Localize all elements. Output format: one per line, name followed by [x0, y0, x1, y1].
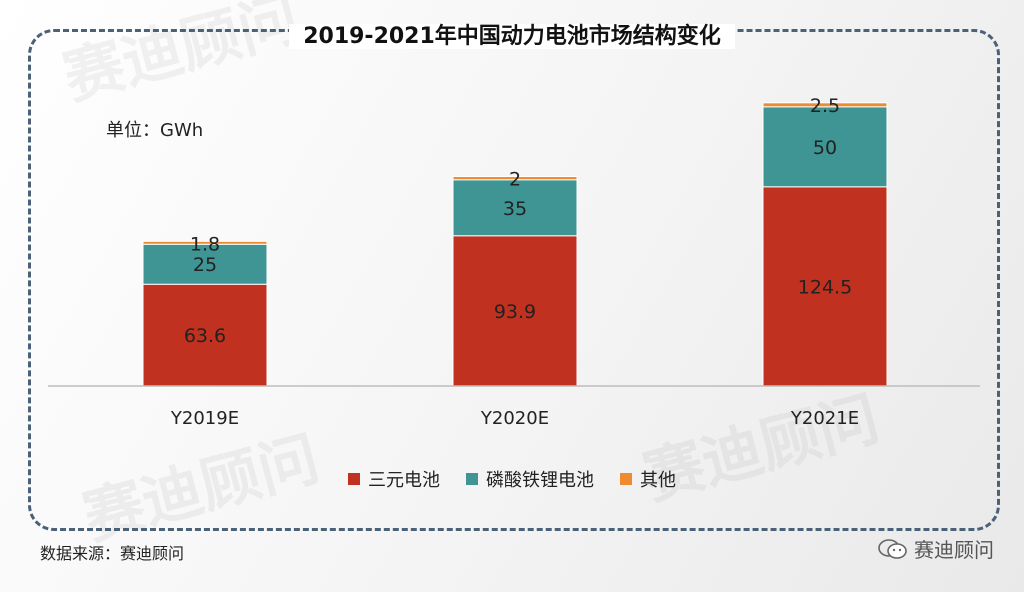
- unit-label: 单位：GWh: [106, 120, 204, 141]
- data-label: 50: [813, 137, 837, 159]
- logo-text: 赛迪顾问: [914, 538, 994, 562]
- legend-item: 其他: [620, 466, 676, 492]
- data-label: 2.5: [810, 95, 840, 117]
- legend-label: 其他: [640, 470, 676, 491]
- legend-item: 三元电池: [348, 466, 440, 492]
- category-label: Y2019E: [170, 408, 239, 429]
- data-label: 63.6: [184, 325, 226, 347]
- legend-label: 磷酸铁锂电池: [486, 470, 594, 491]
- data-source: 数据来源：赛迪顾问: [40, 544, 185, 563]
- legend-swatch: [466, 473, 478, 485]
- data-label: 93.9: [494, 301, 536, 323]
- logo: 赛迪顾问: [878, 534, 994, 563]
- data-label: 124.5: [798, 276, 852, 298]
- category-label: Y2020E: [480, 408, 549, 429]
- bar-segment: [762, 102, 888, 108]
- bar-segment: [762, 106, 888, 188]
- legend-label: 三元电池: [368, 470, 440, 491]
- data-label: 2: [509, 169, 521, 191]
- data-label: 35: [503, 198, 527, 220]
- legend-swatch: [348, 473, 360, 485]
- chart-title-text: 2019-2021年中国动力电池市场结构变化: [289, 24, 735, 49]
- bar-segment: [142, 283, 268, 387]
- legend-swatch: [620, 473, 632, 485]
- legend: 三元电池 磷酸铁锂电池 其他: [0, 466, 1024, 492]
- data-label: 1.8: [190, 233, 220, 255]
- data-label: 25: [193, 254, 217, 276]
- category-label: Y2021E: [790, 408, 859, 429]
- wechat-icon: [878, 538, 907, 559]
- bar-segment: [142, 240, 268, 245]
- bar-segment: [452, 176, 578, 181]
- bar-segment: [762, 186, 888, 387]
- bars-group: [142, 102, 888, 387]
- labels-group: 63.6 251.8 Y2019E 93.9 35 2 Y2020E 124.5 50 2.5 Y2…: [170, 95, 859, 429]
- chart-title: 2019-2021年中国动力电池市场结构变化: [0, 18, 1024, 50]
- legend-item: 磷酸铁锂电池: [466, 466, 594, 492]
